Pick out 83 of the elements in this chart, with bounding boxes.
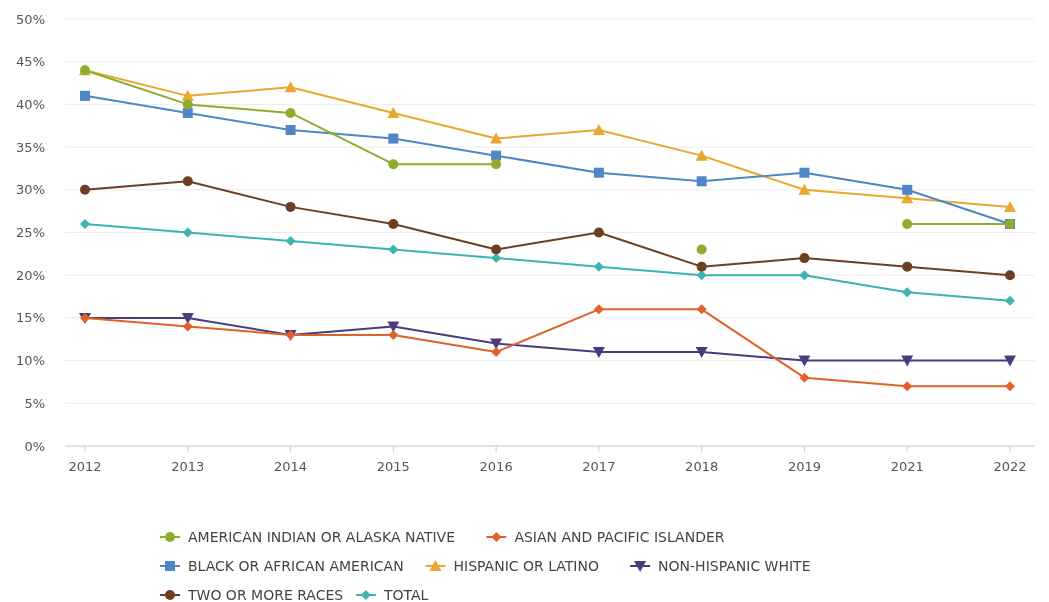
point — [902, 218, 913, 229]
point — [593, 227, 604, 238]
x-tick-label: 2019 — [787, 459, 821, 474]
point — [80, 90, 90, 101]
y-tick-label: 45% — [16, 54, 45, 70]
x-tick-label: 2014 — [274, 459, 308, 474]
point — [387, 106, 400, 118]
point — [798, 183, 811, 195]
point — [593, 304, 604, 315]
y-tick-label: 30% — [16, 182, 45, 198]
point — [592, 124, 605, 136]
point — [799, 270, 810, 281]
x-tick-label: 2016 — [479, 459, 513, 474]
point — [1005, 381, 1015, 392]
legend-label: TOTAL — [382, 586, 429, 602]
point — [1005, 270, 1015, 281]
point — [902, 261, 913, 272]
point — [285, 107, 296, 118]
point — [388, 159, 399, 170]
point — [696, 304, 707, 315]
point — [491, 347, 502, 358]
legend-label: BLACK OR AFRICAN AMERICAN — [188, 557, 404, 574]
point — [285, 201, 296, 212]
x-tick-label: 2018 — [685, 459, 719, 474]
point — [388, 218, 399, 229]
legend-label: HISPANIC OR LATINO — [453, 557, 599, 574]
x-tick-label: 2012 — [68, 459, 102, 474]
legend-label: NON-HISPANIC WHITE — [658, 557, 811, 574]
point — [696, 244, 707, 255]
point — [902, 381, 913, 392]
point — [592, 347, 605, 359]
point — [593, 261, 604, 272]
point — [799, 253, 810, 264]
point — [182, 107, 193, 118]
point — [182, 99, 193, 110]
y-tick-label: 40% — [16, 96, 45, 112]
point — [799, 372, 810, 383]
point — [902, 184, 913, 195]
point — [284, 81, 297, 93]
y-tick-label: 0% — [24, 438, 45, 454]
point — [695, 347, 708, 359]
point — [1004, 200, 1016, 212]
point — [388, 244, 399, 255]
point — [901, 355, 914, 367]
point — [285, 125, 296, 136]
point — [285, 236, 296, 247]
point — [181, 312, 194, 324]
point — [182, 176, 193, 187]
point — [490, 132, 503, 144]
legend-label: AMERICAN INDIAN OR ALASKA NATIVE — [188, 528, 456, 545]
point — [491, 244, 502, 255]
y-tick-label: 20% — [16, 267, 45, 283]
point — [593, 167, 604, 178]
point — [388, 133, 399, 144]
point — [491, 159, 502, 170]
point — [799, 167, 810, 178]
point — [1005, 295, 1015, 306]
y-tick-label: 15% — [16, 310, 45, 326]
point — [695, 149, 708, 161]
point — [80, 218, 90, 229]
x-tick-label: 2015 — [376, 459, 410, 474]
y-tick-label: 50% — [16, 11, 45, 27]
x-tick-label: 2013 — [171, 459, 205, 474]
legend-label: TWO OR MORE RACES — [187, 586, 344, 602]
x-tick-label: 2017 — [582, 459, 616, 474]
y-tick-label: 10% — [16, 353, 45, 369]
point — [388, 329, 399, 340]
y-tick-label: 5% — [24, 395, 45, 411]
point — [902, 287, 913, 298]
point — [798, 355, 811, 367]
point — [491, 150, 502, 161]
x-tick-label: 2021 — [890, 459, 924, 474]
y-tick-label: 35% — [16, 139, 45, 155]
point — [696, 176, 707, 187]
y-tick-label: 25% — [16, 225, 45, 241]
point — [1004, 355, 1016, 367]
point — [696, 261, 707, 272]
point — [182, 227, 193, 238]
point — [80, 184, 90, 195]
point — [696, 270, 707, 281]
legend-label: ASIAN AND PACIFIC ISLANDER — [514, 528, 725, 545]
x-tick-label: 2022 — [993, 459, 1027, 474]
point — [182, 321, 193, 332]
